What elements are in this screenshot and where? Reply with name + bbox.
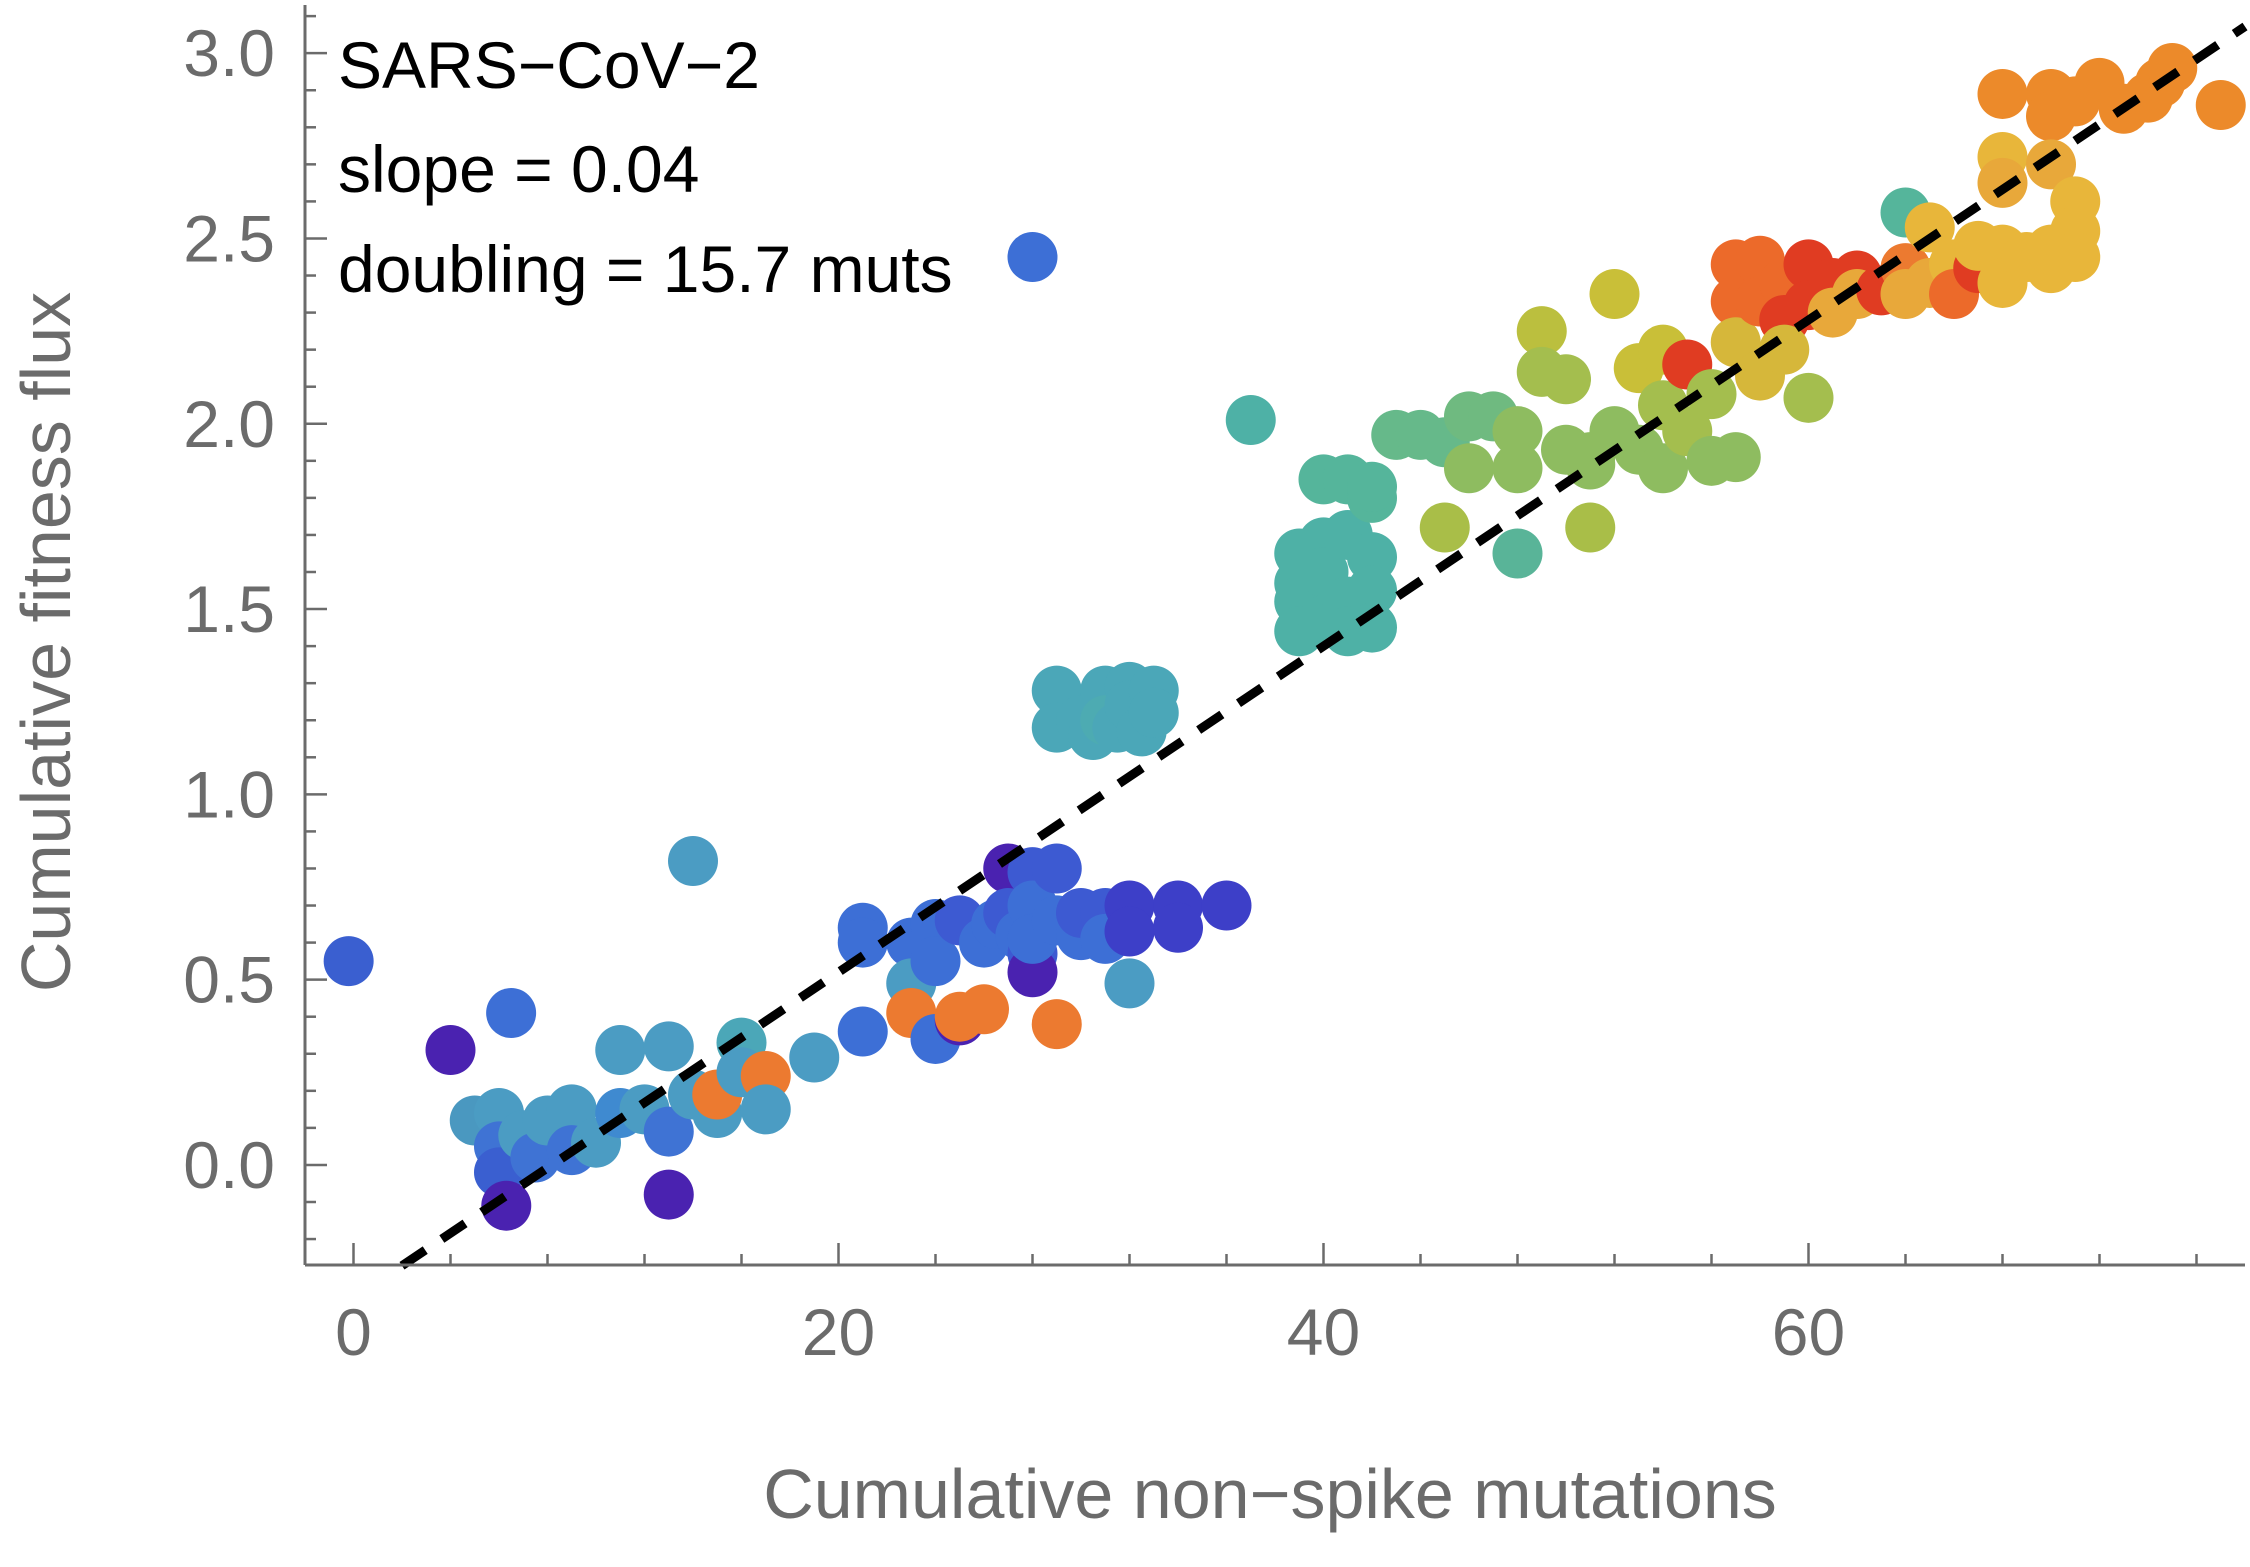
data-point (1710, 432, 1761, 483)
data-point (837, 1006, 888, 1057)
data-point (1904, 202, 1955, 253)
data-point (789, 1032, 840, 1083)
data-point (1977, 157, 2028, 208)
data-point (2195, 80, 2246, 131)
x-tick-label: 40 (1287, 1295, 1360, 1369)
data-point (959, 984, 1009, 1035)
y-tick-label: 2.0 (183, 387, 275, 461)
y-tick-label: 1.5 (183, 572, 275, 646)
data-point (740, 1084, 791, 1135)
data-point (643, 1169, 694, 1220)
data-point (1444, 443, 1494, 494)
annotation-block: SARS−CoV−2 slope = 0.04 doubling = 15.7 … (338, 28, 953, 306)
data-point (595, 1025, 646, 1076)
data-point (1783, 372, 1834, 423)
data-point (1541, 354, 1591, 405)
x-tick-label: 0 (335, 1295, 372, 1369)
y-tick-label: 1.0 (183, 757, 275, 831)
x-tick-label: 20 (802, 1295, 875, 1369)
y-tick-label: 0.5 (183, 943, 275, 1017)
data-point (1516, 306, 1567, 357)
y-ticks: 0.0 0.5 1.0 1.5 2.0 2.5 3.0 (183, 14, 327, 1241)
y-tick-label: 2.5 (183, 201, 275, 275)
data-point (837, 917, 888, 968)
data-point (1104, 958, 1155, 1009)
data-point (481, 1180, 532, 1231)
data-point (1638, 443, 1688, 494)
data-point (1347, 602, 1397, 653)
data-point (1419, 502, 1470, 553)
annotation-slope: slope = 0.04 (338, 132, 699, 206)
data-point (1104, 906, 1155, 957)
data-point (643, 1106, 694, 1157)
data-point (1201, 880, 1252, 931)
data-point (668, 836, 718, 887)
data-point (425, 1025, 476, 1076)
x-tick-label: 60 (1772, 1295, 1845, 1369)
axes: 0 20 40 60 0.0 0.5 1.0 1.5 2.0 2.5 3.0 (183, 5, 2245, 1369)
data-point (1153, 902, 1203, 953)
data-point (486, 988, 537, 1038)
data-point (1007, 232, 1058, 282)
data-point (910, 936, 961, 987)
data-point (1347, 461, 1397, 512)
data-point (2050, 232, 2101, 282)
data-point (643, 1021, 694, 1072)
data-point (1565, 502, 1616, 553)
data-point (1492, 406, 1543, 457)
annotation-title: SARS−CoV−2 (338, 28, 760, 102)
annotation-doubling: doubling = 15.7 muts (338, 232, 953, 306)
x-axis-label: Cumulative non−spike mutations (763, 1455, 1777, 1533)
y-axis-label: Cumulative fitness flux (7, 292, 85, 992)
data-point (1492, 443, 1543, 494)
y-tick-label: 0.0 (183, 1128, 275, 1202)
data-point (1589, 269, 1640, 320)
data-point (1492, 528, 1543, 579)
fit-line (399, 22, 2248, 1270)
data-point (1128, 687, 1179, 738)
data-point (1347, 565, 1397, 616)
data-point (1031, 843, 1082, 894)
x-ticks: 0 20 40 60 (335, 1243, 2198, 1369)
data-point (1759, 324, 1810, 375)
data-point (2026, 139, 2076, 190)
data-point (1977, 68, 2028, 119)
data-points (323, 43, 2246, 1231)
data-point (1031, 999, 1082, 1050)
data-point (1225, 395, 1276, 446)
y-tick-label: 3.0 (183, 16, 275, 90)
data-point (323, 936, 374, 987)
